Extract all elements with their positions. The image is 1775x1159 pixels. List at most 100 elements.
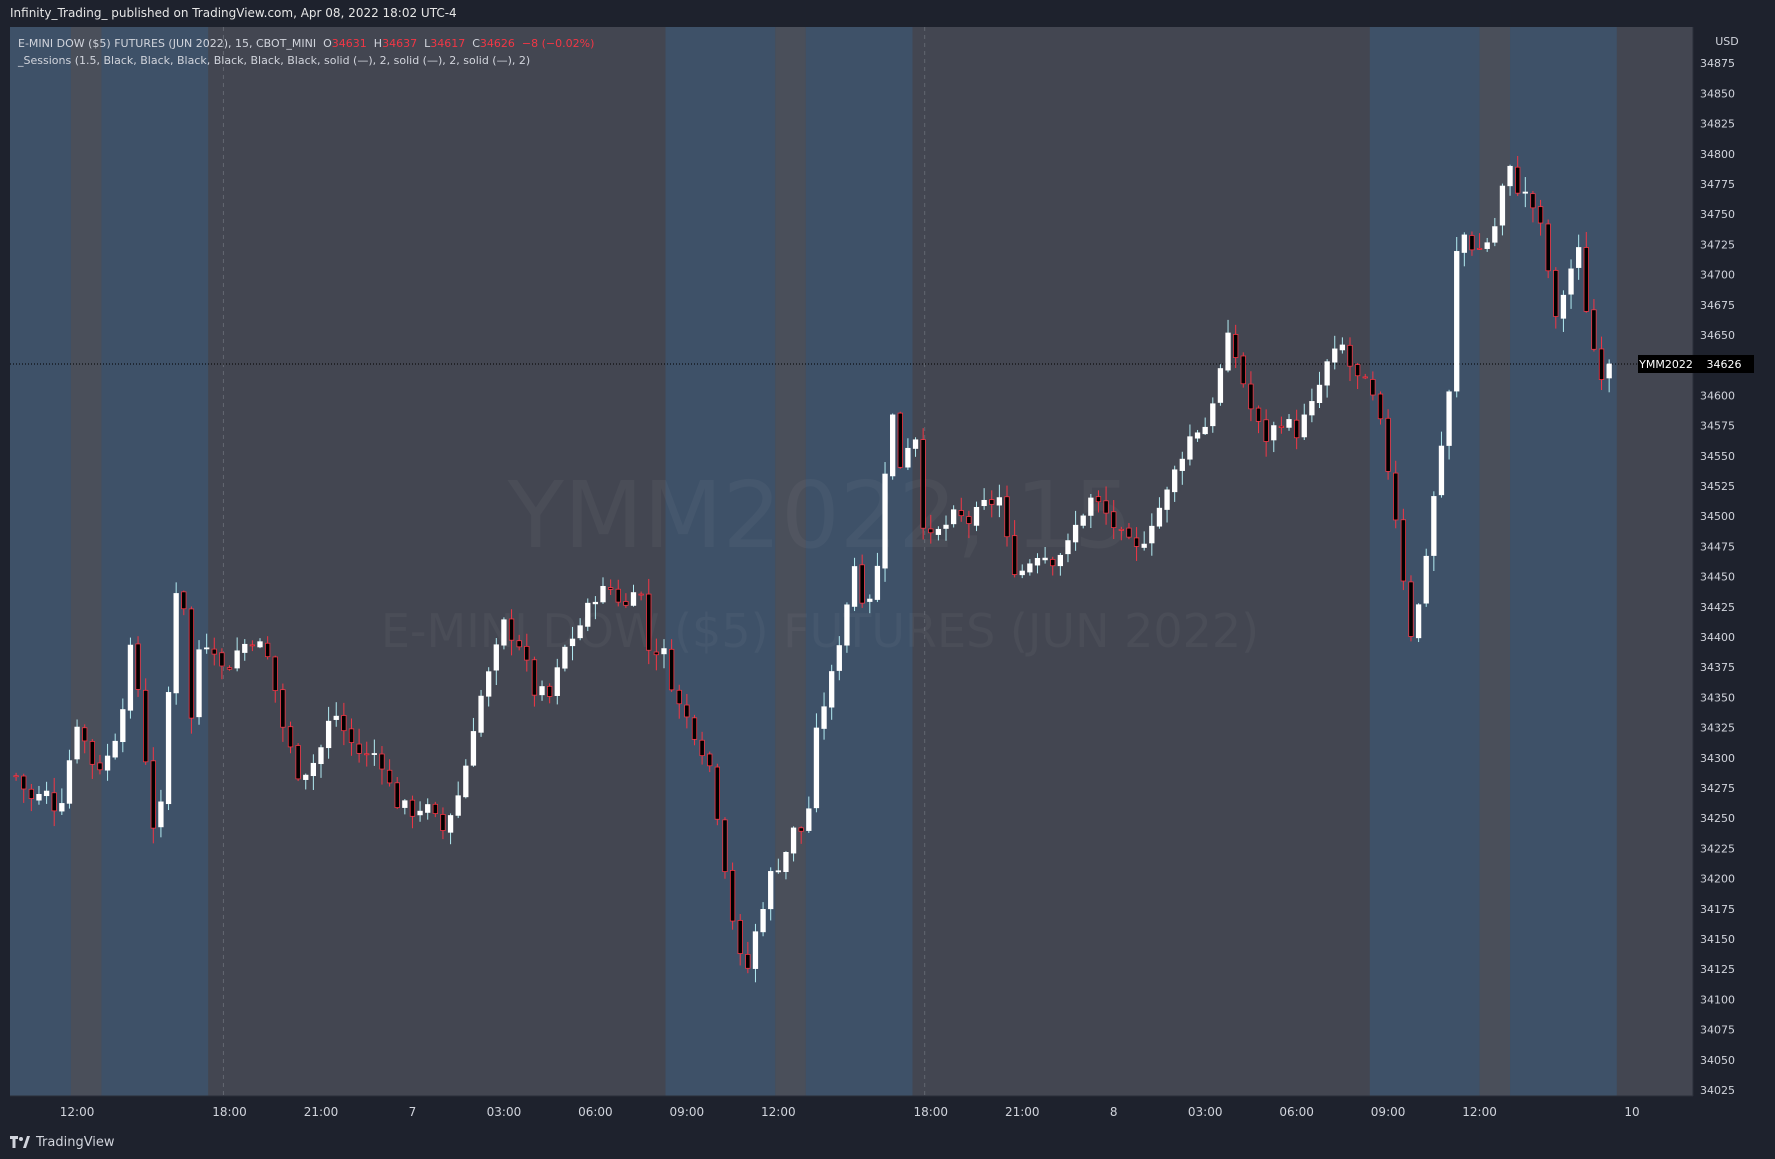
- candle[interactable]: [310, 754, 317, 790]
- candle[interactable]: [1027, 559, 1033, 576]
- candle[interactable]: [196, 640, 202, 725]
- candle[interactable]: [264, 636, 271, 660]
- candle[interactable]: [1103, 486, 1109, 525]
- candle[interactable]: [318, 744, 324, 778]
- candle[interactable]: [1423, 548, 1429, 607]
- candle[interactable]: [470, 717, 477, 767]
- candle[interactable]: [905, 438, 911, 471]
- candle[interactable]: [524, 633, 530, 672]
- candle[interactable]: [13, 772, 19, 781]
- candle[interactable]: [714, 763, 720, 826]
- candle[interactable]: [1568, 259, 1574, 309]
- candle[interactable]: [775, 858, 781, 874]
- candle[interactable]: [943, 515, 949, 541]
- candle[interactable]: [1164, 486, 1170, 523]
- candle[interactable]: [1553, 267, 1559, 329]
- candle[interactable]: [1316, 371, 1323, 409]
- candle[interactable]: [1370, 371, 1376, 401]
- candle[interactable]: [981, 488, 987, 510]
- candle[interactable]: [806, 796, 812, 833]
- candle[interactable]: [486, 667, 492, 707]
- candle[interactable]: [1133, 527, 1140, 561]
- candlestick-chart[interactable]: YMM2022, 15 E-MINI DOW ($5) FUTURES (JUN…: [10, 27, 1762, 1124]
- candle[interactable]: [547, 683, 553, 704]
- candle[interactable]: [455, 781, 461, 819]
- candle[interactable]: [585, 598, 591, 632]
- candle[interactable]: [74, 719, 80, 764]
- candle[interactable]: [1583, 231, 1589, 313]
- price-axis[interactable]: [1693, 27, 1762, 1124]
- candle[interactable]: [912, 437, 919, 457]
- candle[interactable]: [1499, 183, 1506, 236]
- candle[interactable]: [364, 741, 370, 767]
- candle[interactable]: [1301, 403, 1307, 441]
- candle[interactable]: [989, 490, 995, 518]
- candle[interactable]: [1210, 397, 1216, 433]
- candle[interactable]: [1050, 556, 1056, 576]
- candle[interactable]: [341, 702, 347, 746]
- candle[interactable]: [676, 684, 682, 719]
- candle[interactable]: [409, 795, 416, 829]
- candle[interactable]: [104, 743, 111, 781]
- candle[interactable]: [1492, 217, 1498, 247]
- candle[interactable]: [646, 578, 652, 665]
- candle[interactable]: [51, 777, 57, 827]
- candle[interactable]: [752, 923, 759, 983]
- candle[interactable]: [1393, 460, 1399, 529]
- candle[interactable]: [729, 862, 736, 930]
- candle[interactable]: [1149, 513, 1155, 556]
- candle[interactable]: [1057, 553, 1064, 576]
- candle[interactable]: [516, 634, 522, 651]
- candle[interactable]: [1415, 603, 1422, 643]
- candle[interactable]: [135, 636, 141, 697]
- footer-brand[interactable]: TradingView: [36, 1134, 115, 1150]
- candle[interactable]: [379, 746, 385, 785]
- candle[interactable]: [882, 462, 888, 582]
- candle[interactable]: [1263, 409, 1269, 457]
- candle[interactable]: [638, 591, 644, 601]
- candle[interactable]: [1431, 491, 1437, 572]
- candle[interactable]: [463, 759, 469, 799]
- candle[interactable]: [1278, 416, 1285, 434]
- candle[interactable]: [1576, 234, 1582, 280]
- candle[interactable]: [173, 582, 179, 705]
- candle[interactable]: [1545, 219, 1551, 279]
- candle[interactable]: [478, 689, 484, 737]
- candle[interactable]: [386, 759, 393, 787]
- candle[interactable]: [325, 706, 332, 759]
- candle[interactable]: [874, 552, 881, 603]
- candle[interactable]: [1095, 490, 1102, 513]
- candle[interactable]: [127, 637, 134, 719]
- candle[interactable]: [737, 914, 743, 966]
- candle[interactable]: [1454, 236, 1460, 398]
- candle[interactable]: [783, 851, 789, 880]
- candle[interactable]: [935, 526, 942, 541]
- candle[interactable]: [1141, 531, 1147, 551]
- candle[interactable]: [181, 590, 187, 616]
- candle[interactable]: [1233, 324, 1239, 369]
- candle[interactable]: [760, 902, 766, 937]
- candle[interactable]: [1202, 417, 1208, 435]
- candle[interactable]: [1217, 364, 1224, 406]
- candle[interactable]: [1225, 319, 1231, 373]
- candle[interactable]: [1324, 359, 1330, 398]
- candle[interactable]: [966, 510, 972, 539]
- candle[interactable]: [1088, 494, 1094, 529]
- candle[interactable]: [1034, 553, 1041, 574]
- candle[interactable]: [447, 813, 454, 845]
- candle[interactable]: [1286, 414, 1292, 431]
- candle[interactable]: [890, 413, 896, 480]
- candle[interactable]: [829, 664, 835, 720]
- chart-frame[interactable]: YMM2022, 15 E-MINI DOW ($5) FUTURES (JUN…: [10, 27, 1762, 1124]
- candle[interactable]: [623, 593, 629, 608]
- candle[interactable]: [1011, 520, 1018, 578]
- candle[interactable]: [1187, 424, 1193, 466]
- candle[interactable]: [188, 606, 195, 734]
- candle[interactable]: [1438, 431, 1445, 498]
- candle[interactable]: [1065, 533, 1071, 563]
- candle[interactable]: [1530, 190, 1536, 223]
- candle[interactable]: [554, 658, 560, 705]
- candle[interactable]: [508, 609, 515, 656]
- candle[interactable]: [242, 639, 248, 661]
- candle[interactable]: [1332, 335, 1338, 370]
